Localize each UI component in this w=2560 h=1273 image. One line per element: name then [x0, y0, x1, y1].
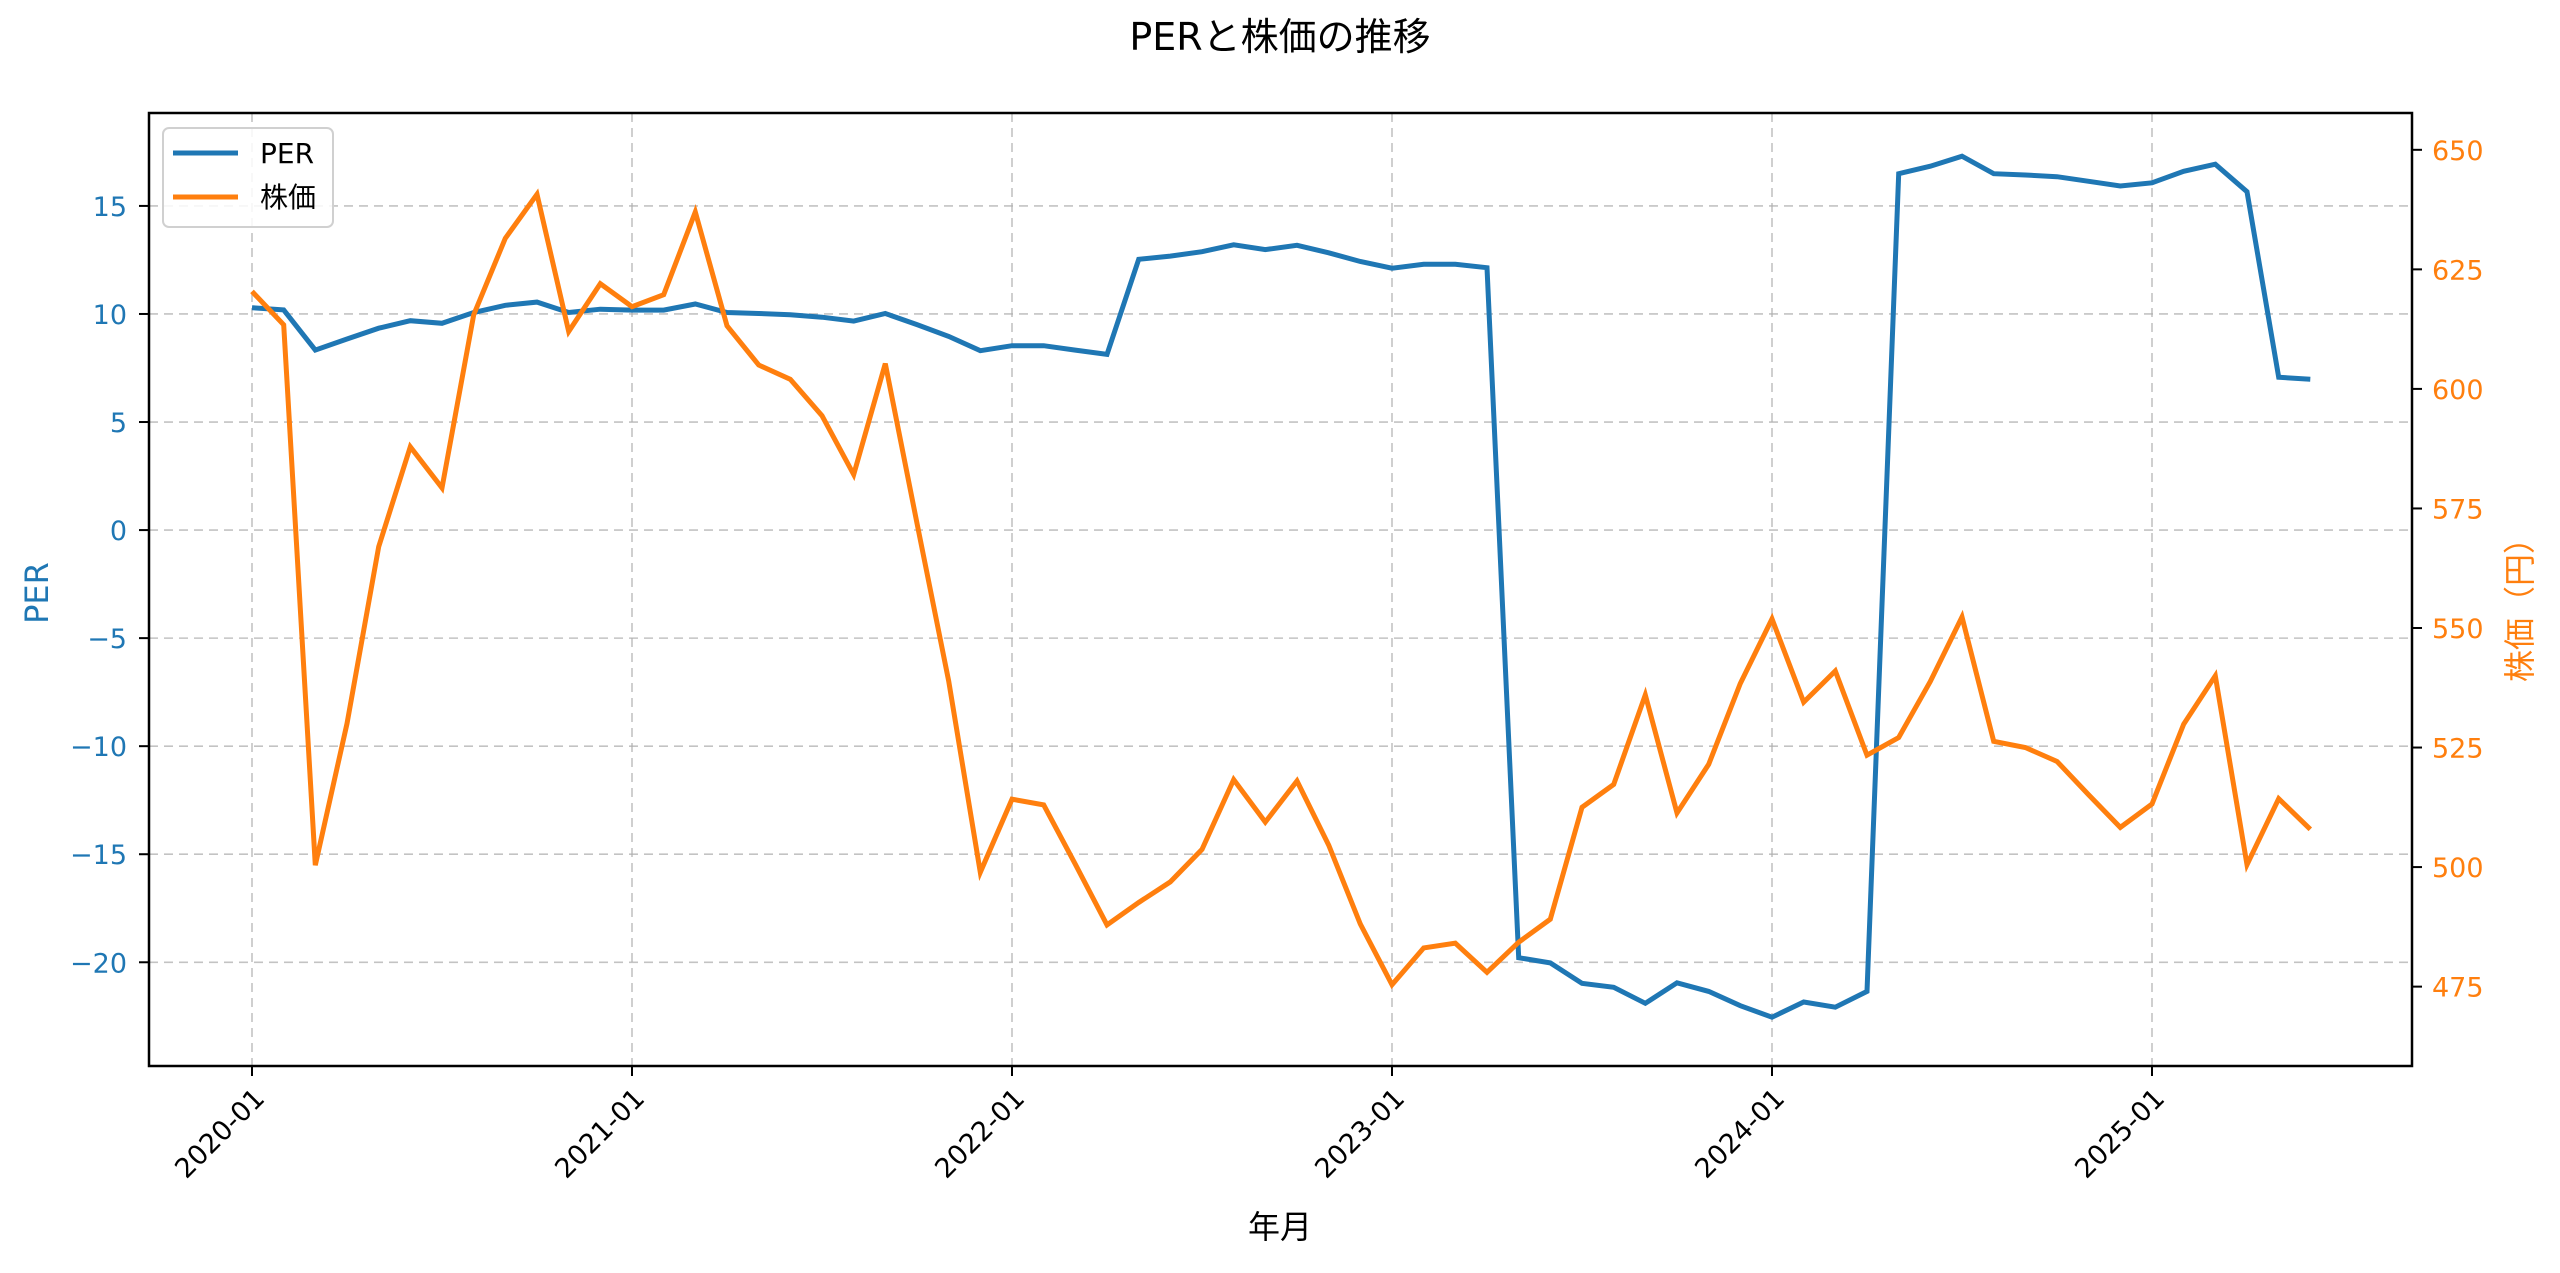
tick-label-right: 600 — [2432, 375, 2484, 406]
tick-label-x: 2023-01 — [1309, 1083, 1411, 1185]
x-axis-label: 年月 — [1248, 1208, 1312, 1246]
tick-label-x: 2025-01 — [2069, 1083, 2171, 1185]
tick-label-right: 500 — [2432, 853, 2484, 884]
tick-label-right: 575 — [2432, 494, 2484, 525]
series-price-line — [250, 188, 2313, 990]
chart-title: PERと株価の推移 — [1129, 15, 1430, 59]
series-per-line — [251, 153, 2311, 1020]
tick-label-right: 475 — [2432, 973, 2484, 1004]
right-y-axis: 650 625 600 575 550 525 500 475 — [2412, 136, 2484, 1004]
legend-label-price: 株価 — [260, 181, 316, 214]
tick-label-x: 2020-01 — [169, 1083, 271, 1185]
gridlines — [149, 113, 2412, 1066]
tick-label-right: 550 — [2432, 614, 2484, 645]
tick-label-left: 15 — [93, 192, 127, 223]
tick-label-left: 0 — [110, 516, 127, 547]
tick-label-left: −15 — [70, 840, 127, 871]
tick-label-right: 650 — [2432, 136, 2484, 167]
plot-frame — [147, 111, 2414, 1068]
x-axis: 2020-01 2021-01 2022-01 2023-01 2024-01 2025-… — [169, 1066, 2171, 1185]
tick-label-right: 525 — [2432, 734, 2484, 765]
series-lines — [250, 153, 2313, 1020]
left-y-axis: 15 10 5 0 −5 −10 −15 −20 — [70, 192, 149, 979]
y-axis-label-right: 株価（円） — [2501, 522, 2539, 682]
tick-label-left: −20 — [70, 948, 127, 979]
tick-label-left: −5 — [87, 624, 127, 655]
legend-label-per: PER — [260, 137, 314, 170]
tick-label-right: 625 — [2432, 255, 2484, 286]
tick-label-x: 2024-01 — [1689, 1083, 1791, 1185]
tick-label-x: 2021-01 — [549, 1083, 651, 1185]
tick-label-x: 2022-01 — [929, 1083, 1031, 1185]
y-axis-label-left: PER — [18, 562, 56, 624]
tick-label-left: −10 — [70, 732, 127, 763]
tick-label-left: 10 — [93, 300, 127, 331]
legend: PER 株価 — [162, 127, 334, 228]
tick-label-left: 5 — [110, 408, 127, 439]
